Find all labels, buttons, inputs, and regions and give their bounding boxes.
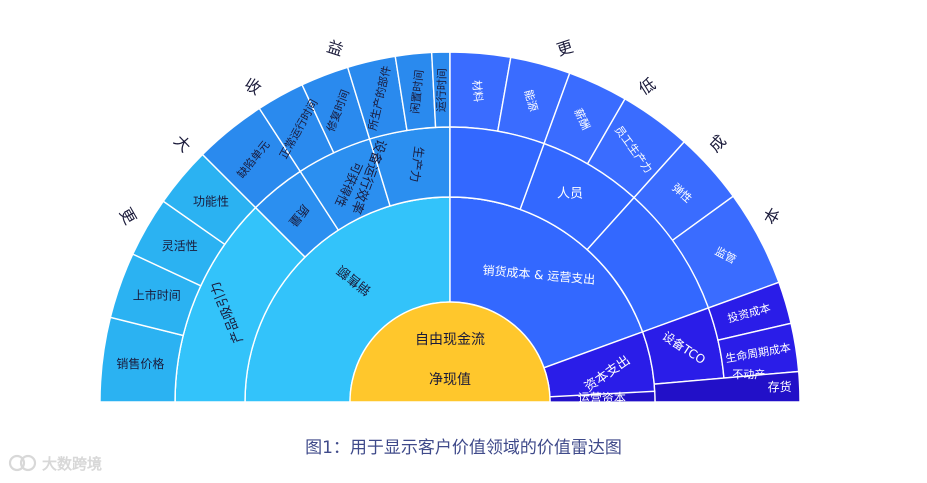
segment-time-to-market [109, 253, 202, 337]
figure-caption: 图1：用于显示客户价值领域的价值雷达图 [305, 438, 622, 458]
segment-functionality [162, 153, 257, 246]
label-idle-time: 闲置时间 [408, 69, 427, 114]
arc-label-right-2: 成 [705, 131, 730, 156]
label-personnel: 人员 [557, 187, 583, 202]
arc-label-left-0: 更 [116, 204, 140, 227]
segment-materials-energy-inner [449, 126, 545, 211]
segment-repair-time [301, 66, 371, 154]
label-time-to-market: 上市时间 [133, 287, 181, 302]
watermark-text: 大数跨境 [42, 454, 103, 473]
label-flexibility: 灵活性 [162, 239, 198, 253]
segment-idle-time [394, 51, 437, 132]
label-real-estate: 不动产 [732, 367, 765, 381]
label-sales-price: 销售价格 [116, 356, 164, 371]
label-center-top: 自由现金流 [415, 332, 485, 348]
arc-label-left-1: 大 [170, 131, 195, 156]
label-inventory: 存货 [768, 379, 792, 394]
segment-flexibility [131, 200, 226, 287]
arc-label-left-3: 益 [324, 37, 345, 60]
segment-parts-produced [346, 55, 408, 140]
arc-label-right-1: 低 [635, 74, 659, 99]
segment-lifecycle-cost [717, 322, 800, 379]
segment-sales-price [99, 316, 185, 403]
arc-label-right-3: 本 [760, 204, 784, 227]
label-run-time: 运行时间 [435, 68, 449, 112]
center-gold-disc [349, 301, 551, 403]
segment-elastic-inner [586, 196, 710, 333]
arc-label-right-0: 更 [554, 37, 575, 60]
segment-investment-cost [707, 281, 792, 341]
arc-label-left-2: 收 [241, 74, 265, 99]
watermark: 大数跨境 [8, 452, 102, 474]
label-functionality: 功能性 [193, 194, 229, 208]
segment-run-time [430, 51, 451, 129]
label-productivity: 生产力 [407, 146, 426, 184]
watermark-logo-icon [8, 454, 37, 472]
segment-normal-uptime [258, 83, 335, 173]
label-working-capital: 运营资本 [578, 391, 626, 405]
segment-defect-units [201, 107, 302, 209]
label-energy: 能源 [522, 88, 541, 113]
label-materials: 材料 [470, 80, 486, 103]
label-center-bottom: 净现值 [429, 372, 471, 388]
